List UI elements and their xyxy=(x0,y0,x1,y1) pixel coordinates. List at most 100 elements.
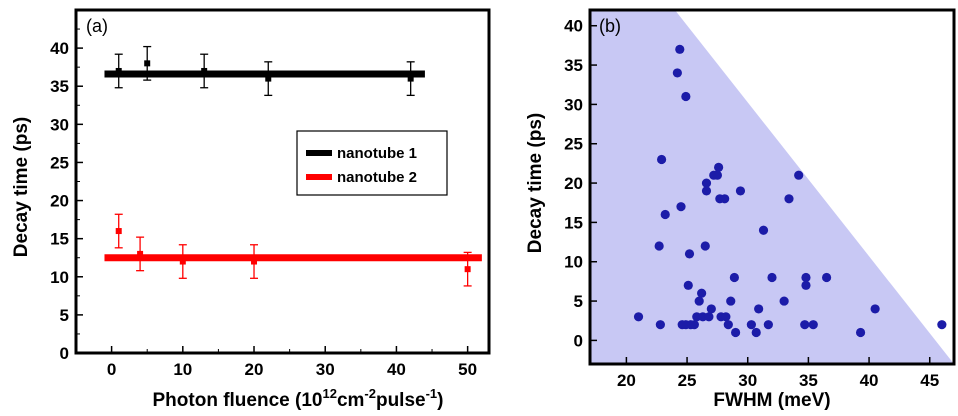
panel-b-x-tick-label: 45 xyxy=(920,371,939,390)
panel-a-y-tick-label: 40 xyxy=(50,39,69,58)
data-point xyxy=(726,296,736,306)
data-point xyxy=(681,91,691,102)
panel-a-plot-area xyxy=(104,45,482,287)
panel-b-plot-area xyxy=(590,10,954,364)
data-point xyxy=(870,304,880,314)
data-point-series-2 xyxy=(464,266,471,273)
data-point-series-1 xyxy=(407,75,414,82)
data-point xyxy=(701,186,712,196)
data-point xyxy=(754,304,764,314)
panel-b-x-tick-label: 40 xyxy=(860,371,879,390)
legend-label-nanotube-1: nanotube 1 xyxy=(337,145,417,162)
panel-a-y-tick-label: 15 xyxy=(50,230,69,249)
data-point-series-1 xyxy=(201,67,208,74)
panel-b-y-tick-label: 25 xyxy=(564,135,583,154)
panel-a-y-axis-label: Decay time (ps) xyxy=(11,117,32,257)
data-point xyxy=(684,249,695,259)
data-point xyxy=(704,312,714,322)
data-point xyxy=(714,162,724,172)
data-point xyxy=(672,68,682,78)
panel-b-y-tick-label: 5 xyxy=(574,292,583,311)
panel-b-y-tick-label: 35 xyxy=(564,56,583,75)
panel-a-y-tick-label: 5 xyxy=(60,306,69,325)
panel-b: 0 5 10 15 20 25 30 35 40 20 25 30 35 40 45 (b) Decay t… xyxy=(525,8,956,411)
data-point xyxy=(735,186,746,196)
data-point-series-2 xyxy=(115,228,122,235)
panel-b-y-axis-label: Decay time (ps) xyxy=(525,113,546,253)
panel-a-y-tick-label: 35 xyxy=(50,77,69,96)
data-point-series-1 xyxy=(144,60,151,67)
data-point xyxy=(720,194,730,204)
shaded-region xyxy=(590,10,954,364)
panel-a-y-tick-label: 10 xyxy=(50,268,69,287)
legend-label-nanotube-2: nanotube 2 xyxy=(337,169,417,186)
data-point xyxy=(701,178,712,188)
panel-a-y-tick-label: 25 xyxy=(50,153,69,172)
data-point xyxy=(656,154,667,165)
panel-a-x-tick-label: 50 xyxy=(458,360,477,379)
panel-a-x-tick-label: 0 xyxy=(107,360,116,379)
data-point xyxy=(660,209,670,220)
data-point xyxy=(822,272,832,283)
panel-b-x-axis-label: FWHM (meV) xyxy=(713,390,830,411)
panel-b-frame xyxy=(588,8,956,366)
panel-b-y-tick-label: 20 xyxy=(564,174,583,193)
panel-b-ticks: 0 5 10 15 20 25 30 35 40 20 25 30 35 40 45 xyxy=(564,17,939,390)
panel-b-label: (b) xyxy=(599,16,621,36)
panel-a-label: (a) xyxy=(86,16,108,36)
data-point xyxy=(683,280,693,290)
data-point xyxy=(800,320,810,330)
panel-a: 0 5 10 15 20 25 30 35 40 0 10 20 30 40 50 (a) Decay ti… xyxy=(11,8,491,411)
panel-b-x-tick-label: 30 xyxy=(738,371,757,390)
panel-b-x-tick-label: 20 xyxy=(617,371,636,390)
data-point xyxy=(808,320,818,330)
data-point-series-1 xyxy=(115,67,122,74)
data-point xyxy=(694,296,704,306)
data-point xyxy=(697,288,707,298)
panel-a-y-tick-label: 30 xyxy=(50,115,69,134)
data-point xyxy=(763,320,773,330)
panel-b-y-tick-label: 40 xyxy=(564,17,583,36)
panel-a-y-tick-label: 20 xyxy=(50,192,69,211)
data-point xyxy=(731,327,741,338)
data-point xyxy=(689,320,699,330)
data-point xyxy=(729,272,739,283)
panel-a-frame xyxy=(74,8,491,355)
panel-a-y-tick-label: 0 xyxy=(60,344,69,363)
data-point xyxy=(784,194,794,204)
data-point xyxy=(794,170,804,180)
data-point xyxy=(723,320,733,330)
data-point xyxy=(779,296,789,306)
panel-b-y-tick-label: 10 xyxy=(564,253,583,272)
data-point xyxy=(767,272,777,283)
panel-a-x-axis-label: Photon fluence (1012cm-2pulse-1) xyxy=(153,386,444,411)
data-point xyxy=(655,320,665,330)
data-point xyxy=(633,312,644,322)
data-point xyxy=(801,280,811,290)
data-point xyxy=(937,320,947,330)
data-point xyxy=(676,202,686,212)
panel-a-x-tick-label: 20 xyxy=(245,360,264,379)
data-point xyxy=(746,320,756,330)
data-point xyxy=(700,241,710,251)
panel-b-y-tick-label: 15 xyxy=(564,213,583,232)
data-point xyxy=(706,304,716,314)
legend-box xyxy=(296,130,448,196)
data-point xyxy=(801,272,811,283)
panel-b-x-tick-label: 25 xyxy=(678,371,697,390)
panel-b-y-tick-label: 0 xyxy=(574,331,583,350)
panel-a-ticks: 0 5 10 15 20 25 30 35 40 0 10 20 30 40 50 xyxy=(50,28,477,379)
data-point xyxy=(758,225,769,235)
data-point xyxy=(721,312,731,322)
data-point xyxy=(855,327,866,338)
panel-b-y-tick-label: 30 xyxy=(564,95,583,114)
panel-a-legend: nanotube 1 nanotube 2 xyxy=(296,130,448,196)
data-point-series-2 xyxy=(251,258,258,265)
panel-a-x-tick-label: 30 xyxy=(316,360,335,379)
panel-b-x-tick-label: 35 xyxy=(799,371,818,390)
data-point xyxy=(675,44,685,54)
data-point xyxy=(751,327,761,338)
panel-a-x-tick-label: 40 xyxy=(387,360,406,379)
panel-a-x-tick-label: 10 xyxy=(173,360,192,379)
